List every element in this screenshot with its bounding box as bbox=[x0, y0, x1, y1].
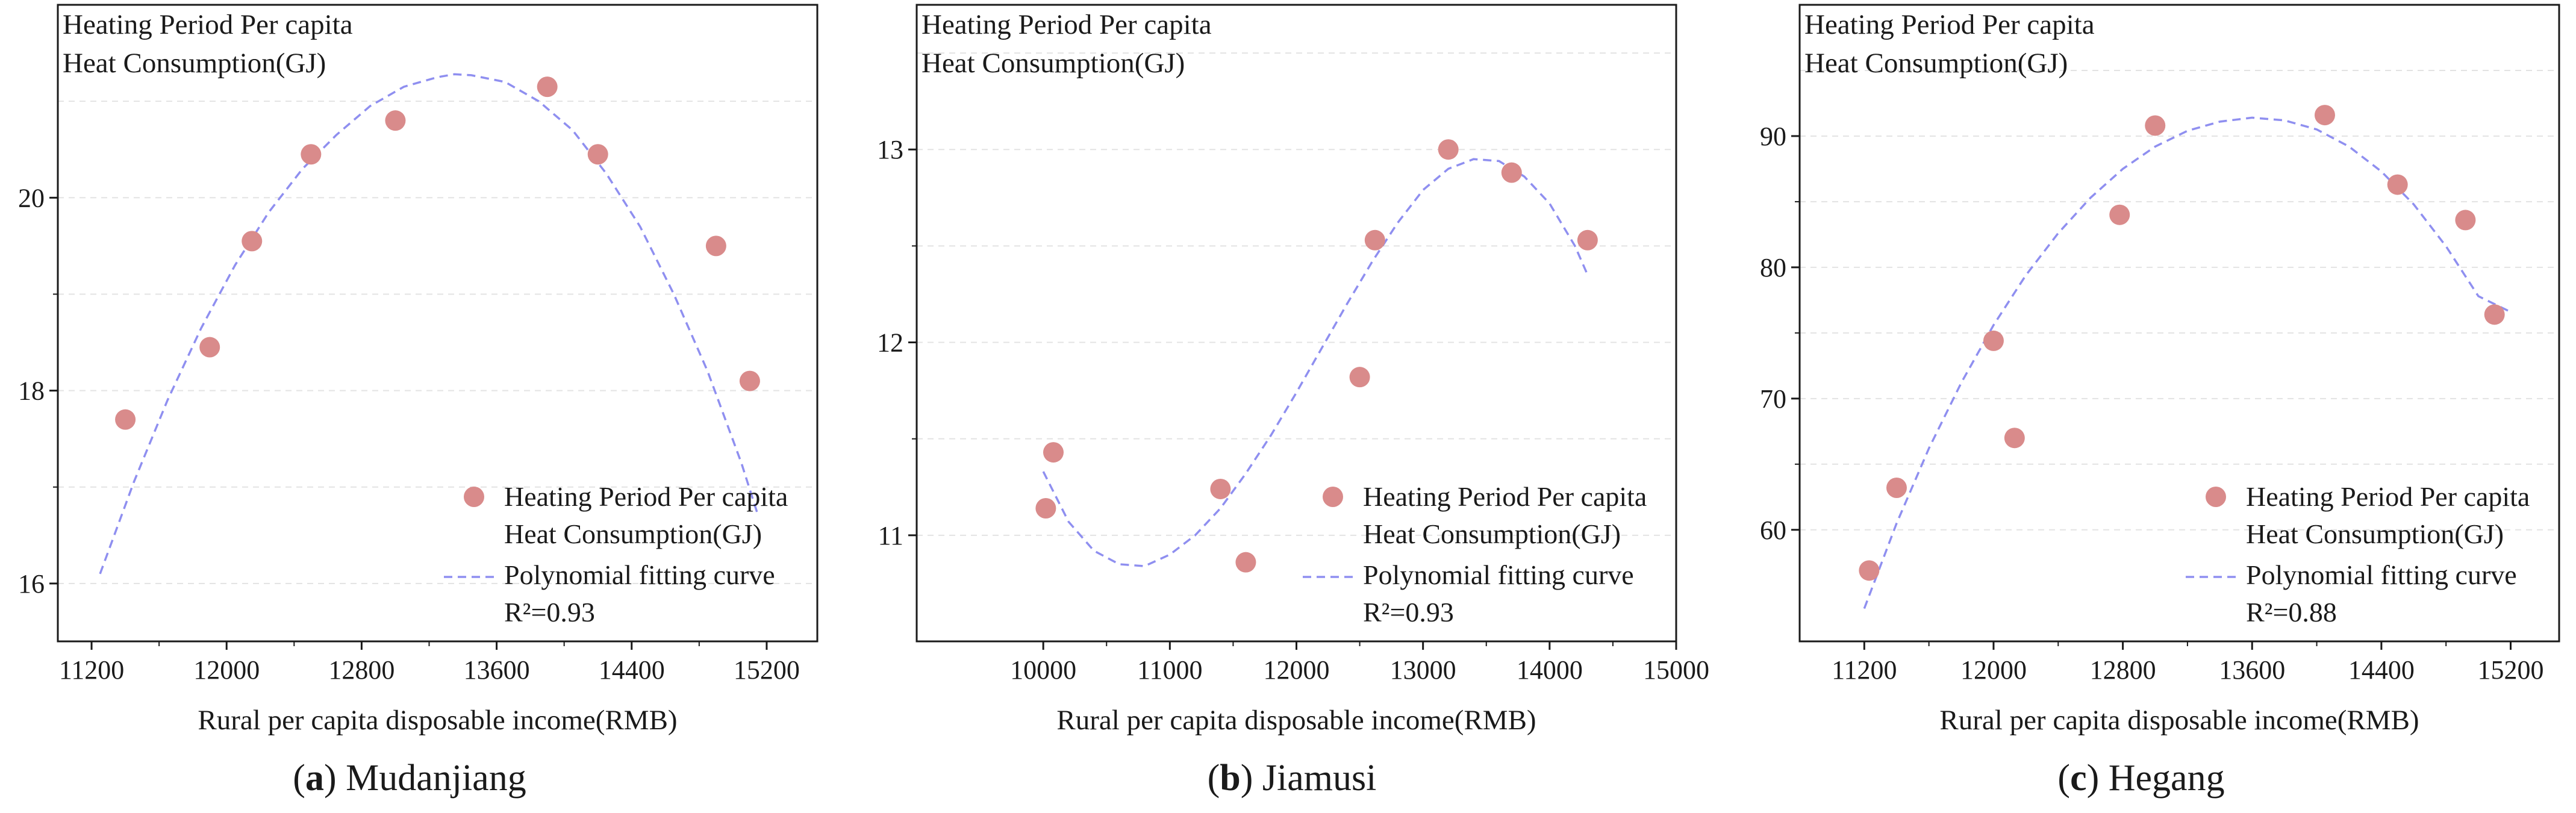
data-point bbox=[1035, 497, 1056, 519]
panel-caption-letter: a bbox=[305, 758, 324, 799]
polynomial-fit-curve bbox=[99, 73, 759, 575]
x-tick-label: 12800 bbox=[328, 655, 395, 685]
y-axis-label-line2: Heat Consumption(GJ) bbox=[922, 48, 1185, 79]
legend-marker-points bbox=[464, 487, 484, 507]
legend-label-points-line2: Heat Consumption(GJ) bbox=[1363, 519, 1621, 549]
panel-caption: (a) Mudanjiang bbox=[293, 758, 526, 799]
panel-caption-letter: b bbox=[1220, 758, 1240, 799]
plot-frame bbox=[1798, 4, 2560, 643]
data-point bbox=[115, 409, 136, 430]
y-axis-label-line1: Heating Period Per capita bbox=[922, 9, 1212, 40]
x-tick-label: 12000 bbox=[193, 655, 260, 685]
data-point bbox=[2145, 115, 2166, 136]
data-point bbox=[199, 337, 220, 358]
x-tick-label: 13600 bbox=[464, 655, 530, 685]
polynomial-fit-curve bbox=[1042, 158, 1589, 567]
x-tick-label: 12000 bbox=[1264, 655, 1330, 685]
y-tick-label: 12 bbox=[877, 328, 903, 358]
legend-label-points-line2: Heat Consumption(GJ) bbox=[504, 519, 762, 549]
chart-panel-jiamusi: 11 12 13 10000 11000 12000 13000 14000 15000 Heat… bbox=[877, 4, 1709, 799]
data-point bbox=[705, 235, 726, 257]
legend-label-points-line2: Heat Consumption(GJ) bbox=[2246, 519, 2504, 549]
legend-label-curve: Polynomial fitting curve bbox=[1363, 559, 1634, 590]
legend-marker-points bbox=[2206, 487, 2226, 507]
y-axis-label-line1: Heating Period Per capita bbox=[63, 9, 353, 40]
data-point bbox=[1983, 330, 2004, 351]
data-point bbox=[587, 144, 608, 165]
y-tick-label: 18 bbox=[18, 376, 45, 406]
x-tick-label: 11200 bbox=[59, 655, 124, 685]
y-tick-label: 20 bbox=[18, 183, 45, 213]
x-tick-label: 14400 bbox=[599, 655, 665, 685]
y-tick-label: 90 bbox=[1760, 122, 1786, 151]
data-point bbox=[2314, 105, 2335, 126]
panel-caption: (b) Jiamusi bbox=[1208, 758, 1377, 799]
x-tick-label: 11000 bbox=[1137, 655, 1202, 685]
data-point bbox=[739, 370, 760, 391]
r-squared-label: R²=0.88 bbox=[2246, 597, 2337, 628]
chart-panel-hegang: 60 70 80 90 11200 12000 12800 13600 14400 15200 He… bbox=[1760, 4, 2560, 799]
data-point bbox=[2109, 204, 2130, 225]
panel-caption-name: ) Mudanjiang bbox=[324, 758, 526, 799]
data-point bbox=[2455, 210, 2476, 231]
x-tick-label: 15000 bbox=[1643, 655, 1709, 685]
panel-caption-name: ) Hegang bbox=[2087, 758, 2225, 799]
data-point bbox=[301, 144, 322, 165]
x-tick-label: 15200 bbox=[2478, 655, 2544, 685]
data-point bbox=[1210, 478, 1231, 499]
legend-label-points-line1: Heating Period Per capita bbox=[504, 481, 788, 512]
panel-caption-name: ) Jiamusi bbox=[1241, 758, 1377, 799]
data-point bbox=[2484, 304, 2505, 325]
plot-frame bbox=[57, 4, 819, 643]
data-point bbox=[1577, 229, 1598, 251]
data-point bbox=[537, 76, 558, 98]
x-tick-label: 12000 bbox=[1960, 655, 2027, 685]
polynomial-fit-curve bbox=[1863, 116, 2512, 609]
data-point bbox=[1886, 478, 1907, 499]
x-tick-label: 12800 bbox=[2090, 655, 2156, 685]
legend-marker-points bbox=[1323, 487, 1343, 507]
x-tick-label: 13600 bbox=[2219, 655, 2285, 685]
x-tick-label: 13000 bbox=[1390, 655, 1456, 685]
r-squared-label: R²=0.93 bbox=[504, 597, 595, 628]
x-tick-label: 15200 bbox=[734, 655, 800, 685]
x-tick-label: 14000 bbox=[1517, 655, 1583, 685]
data-point bbox=[1859, 560, 1880, 581]
chart-panel-mudanjiang: 16 18 20 11200 12000 12800 13600 14400 15200 Heat… bbox=[18, 4, 819, 799]
data-point bbox=[385, 110, 406, 131]
data-point bbox=[1438, 139, 1459, 160]
legend-label-curve: Polynomial fitting curve bbox=[504, 559, 775, 590]
y-axis-label-line2: Heat Consumption(GJ) bbox=[63, 48, 326, 79]
x-tick-label: 10000 bbox=[1010, 655, 1076, 685]
panel-caption-letter: c bbox=[2070, 758, 2087, 799]
y-tick-label: 80 bbox=[1760, 253, 1786, 282]
x-tick-label: 11200 bbox=[1832, 655, 1897, 685]
y-axis-label-line2: Heat Consumption(GJ) bbox=[1804, 48, 2068, 79]
x-axis-label: Rural per capita disposable income(RMB) bbox=[1056, 705, 1536, 736]
y-tick-label: 60 bbox=[1760, 516, 1786, 545]
r-squared-label: R²=0.93 bbox=[1363, 597, 1454, 628]
legend-label-points-line1: Heating Period Per capita bbox=[1363, 481, 1647, 512]
data-point bbox=[1235, 552, 1256, 573]
data-point bbox=[242, 231, 263, 252]
x-axis-label: Rural per capita disposable income(RMB) bbox=[1939, 705, 2419, 736]
panel-caption: (c) Hegang bbox=[2057, 758, 2224, 799]
y-tick-label: 13 bbox=[877, 135, 903, 164]
legend-label-points-line1: Heating Period Per capita bbox=[2246, 481, 2530, 512]
y-tick-label: 11 bbox=[878, 521, 903, 550]
data-point bbox=[1364, 229, 1385, 251]
legend-label-curve: Polynomial fitting curve bbox=[2246, 559, 2517, 590]
x-axis-label: Rural per capita disposable income(RMB) bbox=[198, 705, 677, 736]
data-point bbox=[2387, 174, 2408, 195]
data-point bbox=[1349, 367, 1370, 388]
x-tick-label: 14400 bbox=[2348, 655, 2415, 685]
data-point bbox=[1043, 442, 1064, 463]
y-axis-label-line1: Heating Period Per capita bbox=[1804, 9, 2095, 40]
y-tick-label: 16 bbox=[18, 569, 45, 599]
y-tick-label: 70 bbox=[1760, 384, 1786, 414]
data-point bbox=[1501, 162, 1522, 183]
data-point bbox=[2004, 428, 2025, 449]
